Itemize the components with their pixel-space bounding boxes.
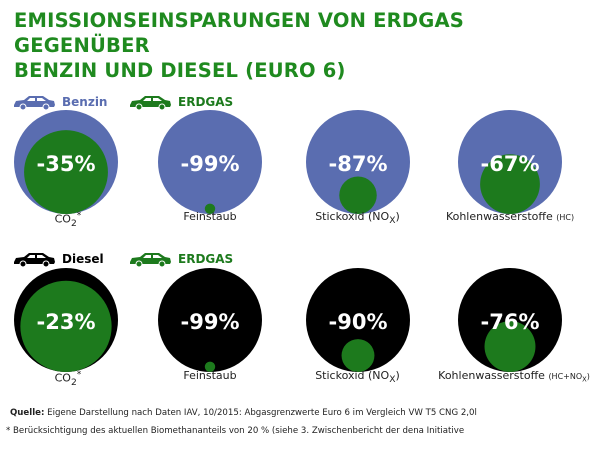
legend-erdgas-label-1: ERDGAS: [178, 95, 234, 109]
caption-feinstaub-diesel: Feinstaub: [183, 369, 237, 382]
reduction-label: -90%: [329, 310, 388, 334]
legend-erdgas-1: ERDGAS: [128, 92, 233, 112]
source-text: Eigene Darstellung nach Daten IAV, 10/20…: [44, 408, 477, 418]
reduction-label: -67%: [481, 152, 540, 176]
caption-kohlenwasserstoffe-benzin: Kohlenwasserstoffe (HC): [445, 210, 575, 223]
source-note: Quelle: Eigene Darstellung nach Daten IA…: [10, 408, 477, 418]
caption-stickoxid-benzin: Stickoxid (NOX): [315, 210, 400, 227]
car-icon: [14, 96, 55, 110]
caption-stickoxid-diesel: Stickoxid (NOX): [315, 369, 400, 386]
erdgas-circle: [341, 339, 375, 372]
reduction-label: -99%: [181, 310, 240, 334]
erdgas-circle: [24, 130, 108, 214]
reduction-label: -76%: [481, 310, 540, 334]
reduction-label: -99%: [181, 152, 240, 176]
car-icon: [14, 253, 55, 267]
chart-title-line-2: BENZIN UND DIESEL (EURO 6): [14, 59, 346, 82]
caption-co2-diesel: CO2*: [54, 369, 82, 388]
baseline-circle: [458, 268, 562, 372]
legend-diesel-label: Diesel: [62, 252, 104, 266]
reduction-label: -23%: [37, 310, 96, 334]
chart-title-line-1: EMISSIONSEINSPARUNGEN VON ERDGAS GEGENÜB…: [14, 9, 465, 57]
legend-benzin-label: Benzin: [62, 95, 108, 109]
erdgas-circle: [204, 203, 216, 214]
reduction-label: -87%: [329, 152, 388, 176]
car-icon: [130, 253, 171, 267]
erdgas-circle: [339, 176, 377, 214]
caption-kohlenwasserstoffe-diesel: Kohlenwasserstoffe (HC+NOX): [438, 369, 590, 384]
reduction-label: -35%: [37, 152, 96, 176]
footnote: * Berücksichtigung des aktuellen Biometh…: [6, 426, 465, 436]
legend-benzin: Benzin: [12, 92, 107, 112]
legend-diesel: Diesel: [12, 249, 104, 269]
erdgas-circle: [20, 280, 112, 372]
legend-erdgas-2: ERDGAS: [128, 249, 233, 269]
erdgas-circle: [484, 321, 536, 372]
car-icon: [130, 96, 171, 110]
legend-erdgas-label-2: ERDGAS: [178, 252, 234, 266]
source-label: Quelle:: [10, 408, 45, 418]
baseline-circle: [158, 110, 262, 214]
baseline-circle: [158, 268, 262, 372]
caption-co2-benzin: CO2*: [54, 210, 82, 229]
baseline-circle: [306, 110, 410, 214]
caption-feinstaub-benzin: Feinstaub: [183, 210, 237, 223]
erdgas-circle: [480, 154, 540, 215]
baseline-circle: [306, 268, 410, 372]
erdgas-circle: [204, 361, 216, 372]
chart-title: EMISSIONSEINSPARUNGEN VON ERDGAS GEGENÜB…: [14, 8, 599, 83]
